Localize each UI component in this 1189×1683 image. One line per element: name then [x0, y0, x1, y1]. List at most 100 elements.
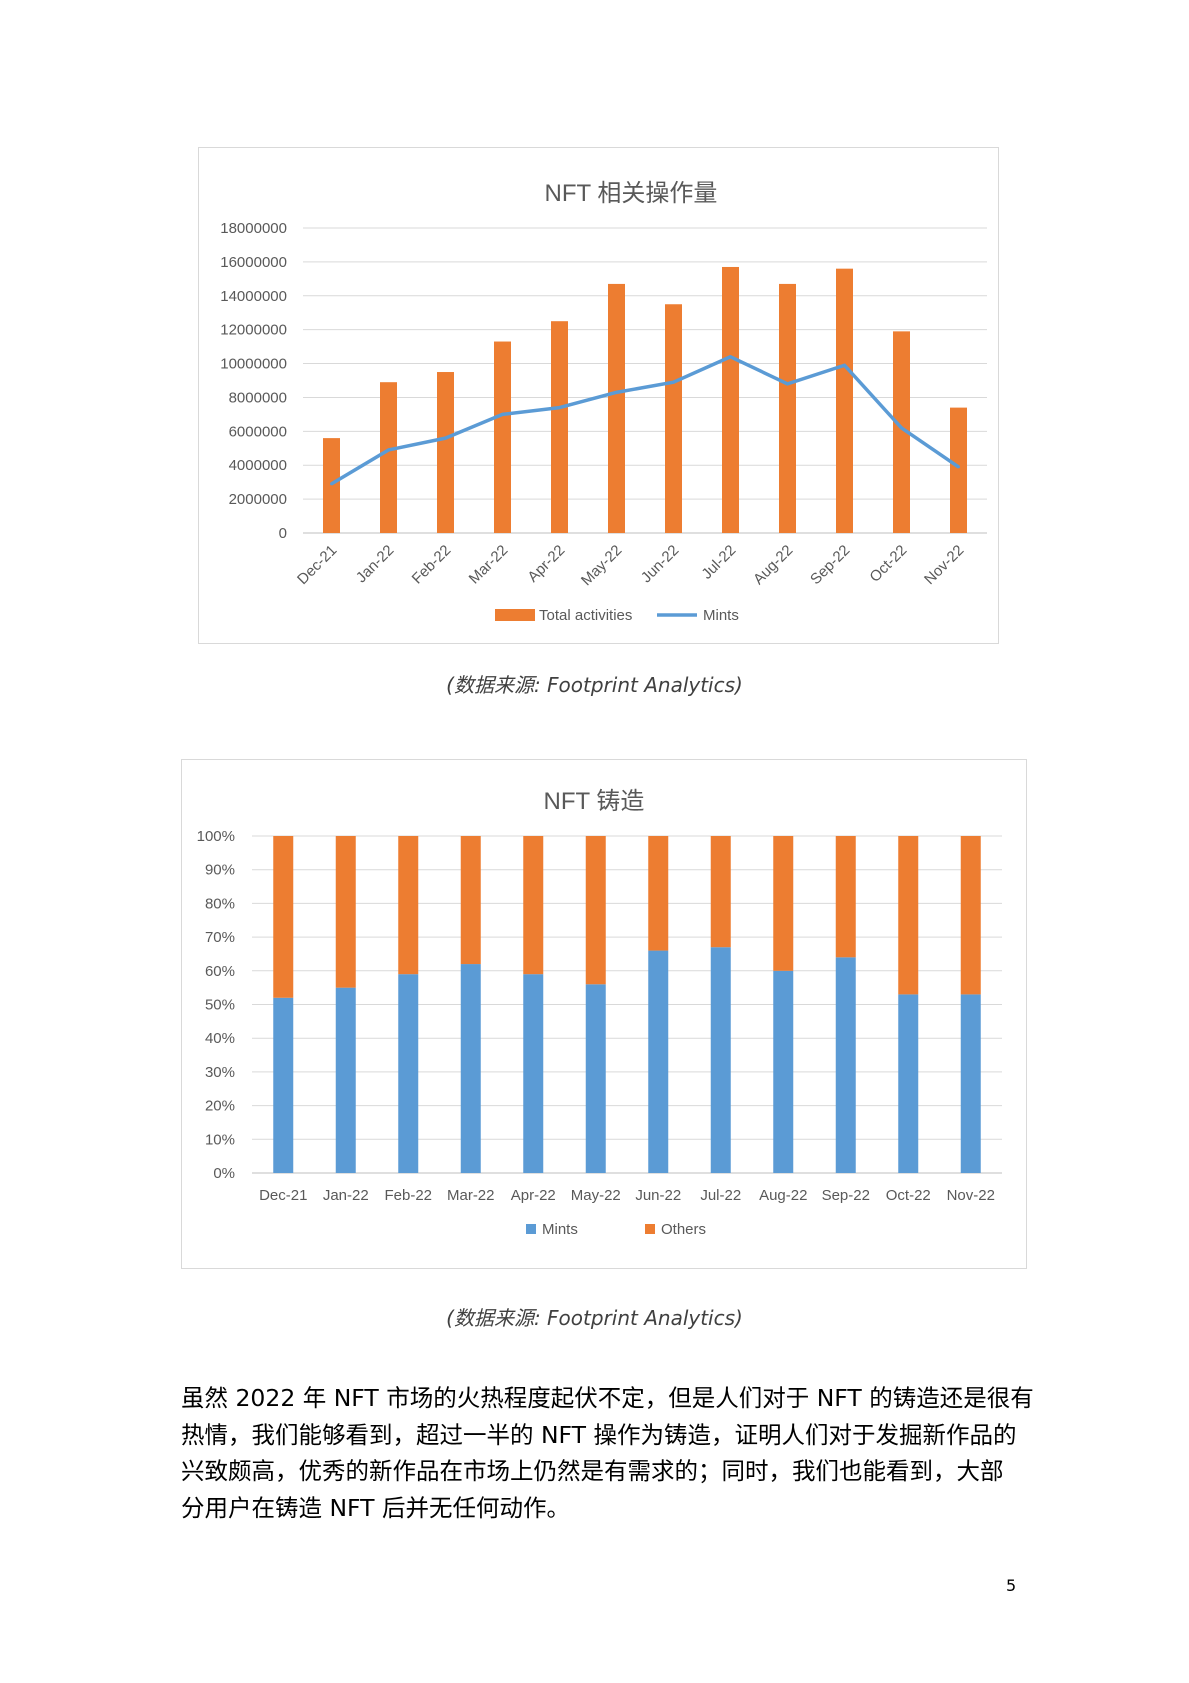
y-tick-label: 30% — [205, 1064, 235, 1081]
paragraph-line: 兴致颇高，优秀的新作品在市场上仍然是有需求的；同时，我们也能看到，大部 — [181, 1457, 1004, 1485]
bar-total-activities — [437, 372, 454, 533]
paragraph-line: 分用户在铸造 NFT 后并无任何动作。 — [181, 1493, 570, 1522]
bar-segment-mints — [460, 964, 481, 1173]
point-mints — [729, 355, 732, 359]
bar-segment-others — [773, 836, 794, 971]
bar-segment-mints — [773, 970, 794, 1173]
y-tick-label: 12000000 — [220, 322, 287, 339]
bar-segment-mints — [398, 974, 419, 1173]
x-tick-label: Feb-22 — [384, 1187, 432, 1204]
x-tick-label: May-22 — [571, 1187, 621, 1204]
point-mints — [843, 363, 846, 367]
bar-total-activities — [893, 331, 910, 533]
bar-segment-others — [835, 836, 856, 958]
page-number: 5 — [1006, 1576, 1017, 1595]
x-tick-label: Feb-22 — [409, 542, 455, 588]
bar-total-activities — [323, 438, 340, 533]
x-tick-label: Nov-22 — [947, 1187, 995, 1204]
x-tick-label: Oct-22 — [886, 1187, 931, 1204]
y-tick-label: 90% — [205, 862, 235, 879]
point-mints — [330, 482, 333, 486]
x-tick-label: Oct-22 — [866, 542, 910, 586]
bar-segment-others — [335, 836, 356, 988]
y-tick-label: 18000000 — [220, 220, 287, 237]
y-tick-label: 6000000 — [229, 423, 287, 440]
bar-segment-mints — [710, 947, 731, 1173]
point-mints — [615, 390, 618, 394]
bar-total-activities — [665, 304, 682, 533]
x-tick-label: Sep-22 — [807, 542, 853, 588]
legend-label-total-activities: Total activities — [539, 607, 632, 624]
body-paragraph: 虽然 2022 年 NFT 市场的火热程度起伏不定，但是人们对于 NFT 的铸造… — [181, 1380, 1034, 1526]
bar-segment-others — [273, 836, 294, 998]
x-tick-label: Dec-21 — [294, 542, 340, 588]
point-mints — [786, 382, 789, 386]
point-mints — [900, 426, 903, 430]
x-tick-label: Jan-22 — [353, 542, 397, 586]
x-tick-label: Mar-22 — [447, 1187, 495, 1204]
y-tick-label: 50% — [205, 997, 235, 1014]
bar-segment-others — [523, 836, 544, 975]
chart-total-activities-svg: NFT 相关操作量 0 2000000 4000000 6000000 8000000 10… — [220, 180, 987, 624]
chart-title: NFT 相关操作量 — [545, 180, 718, 207]
y-tick-label: 100% — [197, 828, 235, 845]
x-tick-label: Sep-22 — [822, 1187, 870, 1204]
chart-mint-share-svg: NFT 铸造 0% 10% 20% 30% 40% 50% 60% 70% 80% 90% 100% D… — [197, 788, 1002, 1238]
bar-segment-mints — [523, 974, 544, 1173]
paragraph-line: 虽然 2022 年 NFT 市场的火热程度起伏不定，但是人们对于 NFT 的铸造… — [181, 1384, 1034, 1412]
bar-total-activities — [950, 407, 967, 533]
bar-total-activities — [608, 283, 625, 533]
bar-segment-mints — [835, 957, 856, 1173]
x-tick-label: Jun-22 — [635, 1187, 681, 1204]
y-tick-label: 40% — [205, 1030, 235, 1047]
point-mints — [387, 448, 390, 452]
bar-segment-others — [648, 836, 669, 951]
legend-swatch-others — [645, 1224, 655, 1234]
legend-label-others: Others — [661, 1221, 706, 1238]
y-tick-label: 4000000 — [229, 457, 287, 474]
point-mints — [957, 465, 960, 469]
legend-swatch-mints — [526, 1224, 536, 1234]
x-tick-label: Aug-22 — [750, 542, 796, 588]
point-mints — [444, 436, 447, 440]
x-tick-label: Jan-22 — [323, 1187, 369, 1204]
y-tick-label: 10000000 — [220, 356, 287, 373]
bar-total-activities — [779, 283, 796, 533]
bar-total-activities — [380, 382, 397, 533]
y-tick-label: 8000000 — [229, 389, 287, 406]
point-mints — [558, 406, 561, 410]
point-mints — [501, 412, 504, 416]
x-tick-label: Jul-22 — [700, 1187, 741, 1204]
bar-total-activities — [494, 341, 511, 533]
legend-label-mints: Mints — [703, 607, 739, 624]
paragraph-line: 热情，我们能够看到，超过一半的 NFT 操作为铸造，证明人们对于发掘新作品的 — [181, 1420, 1017, 1449]
legend-label-mints: Mints — [542, 1221, 578, 1238]
y-tick-label: 60% — [205, 963, 235, 980]
bar-segment-mints — [648, 950, 669, 1173]
chart-total-activities: NFT 相关操作量 0 2000000 4000000 6000000 8000000 10… — [198, 147, 999, 644]
bar-segment-others — [585, 836, 606, 985]
y-tick-label: 14000000 — [220, 288, 287, 305]
x-tick-label: Apr-22 — [511, 1187, 556, 1204]
legend-swatch-total-activities — [495, 609, 535, 621]
bar-segment-others — [898, 836, 919, 995]
y-tick-label: 80% — [205, 895, 235, 912]
x-tick-label: Nov-22 — [921, 542, 967, 588]
x-tick-label: Apr-22 — [524, 542, 568, 586]
bar-segment-mints — [960, 994, 981, 1173]
bar-total-activities — [836, 268, 853, 533]
x-tick-label: Jun-22 — [638, 542, 682, 586]
chart-mint-share: NFT 铸造 0% 10% 20% 30% 40% 50% 60% 70% 80% 90% 100% D… — [181, 759, 1027, 1269]
bar-total-activities — [722, 266, 739, 533]
y-tick-label: 0 — [279, 525, 287, 542]
x-tick-label: Mar-22 — [466, 542, 512, 588]
y-tick-label: 10% — [205, 1131, 235, 1148]
y-tick-label: 0% — [213, 1165, 235, 1182]
y-tick-label: 70% — [205, 929, 235, 946]
bar-segment-others — [460, 836, 481, 965]
bar-segment-mints — [585, 984, 606, 1173]
point-mints — [672, 380, 675, 384]
y-tick-label: 20% — [205, 1098, 235, 1115]
x-tick-label: Dec-21 — [259, 1187, 307, 1204]
y-tick-label: 16000000 — [220, 254, 287, 271]
